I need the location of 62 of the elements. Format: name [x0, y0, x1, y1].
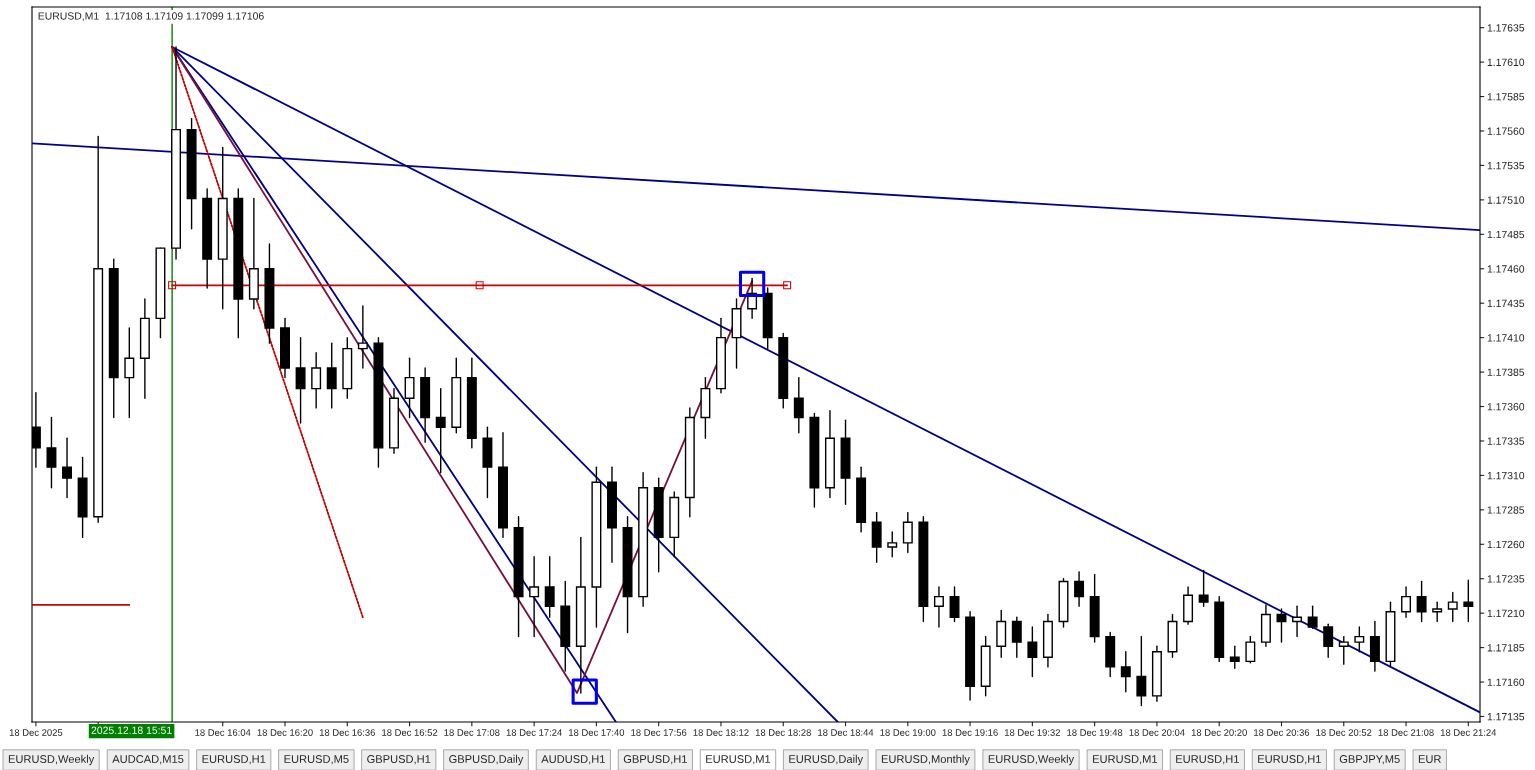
x-tick-label: 18 Dec 20:04: [1129, 729, 1185, 736]
y-tick-label: 1.17535: [1487, 161, 1525, 170]
x-tick-label: 18 Dec 16:36: [319, 729, 375, 736]
text: EURUSD,M1: [706, 755, 771, 765]
text: EURUSD,Weekly: [988, 754, 1075, 766]
x-tick-label: 18 Dec 16:20: [257, 729, 313, 736]
text: EURUSD,H1: [1176, 755, 1239, 765]
text: GBPUSD,H1: [367, 755, 431, 765]
x-tick-label: 18 Dec 17:08: [444, 729, 500, 736]
text: GBPUSD,H1: [623, 755, 687, 765]
text: EURUSD,H1: [202, 755, 266, 765]
y-tick-label: 1.17510: [1487, 196, 1525, 204]
y-tick-label: 1.17310: [1487, 471, 1525, 480]
y-tick-label: 1.17385: [1487, 368, 1525, 376]
y-tick-label: 1.17360: [1487, 403, 1525, 411]
x-tick-label: 18 Dec 16:52: [382, 729, 438, 736]
y-tick-label: 1.17435: [1487, 299, 1525, 308]
x-tick-label: 18 Dec 21:08: [1378, 729, 1434, 736]
text: AUDCAD,M15: [112, 755, 184, 765]
y-tick-label: 1.17285: [1487, 506, 1525, 514]
y-tick-label: 1.17410: [1487, 334, 1525, 342]
text: EURUSD,Daily: [789, 754, 864, 766]
x-tick-label: 18 Dec 19:16: [942, 729, 998, 736]
y-tick-label: 1.17335: [1487, 437, 1525, 445]
y-tick-label: 1.17260: [1487, 540, 1525, 549]
x-tick-label: 18 Dec 2025: [9, 729, 63, 736]
y-tick-label: 1.17635: [1487, 24, 1525, 32]
y-tick-label: 1.17560: [1487, 127, 1525, 135]
x-tick-label: 18 Dec 20:20: [1191, 729, 1247, 736]
x-tick-label: 18 Dec 18:28: [755, 729, 811, 736]
y-tick-label: 1.17485: [1487, 230, 1525, 239]
x-tick-label: 18 Dec 19:32: [1005, 729, 1060, 736]
text: EURUSD,M5: [284, 755, 349, 765]
x-tick-label: 18 Dec 16:04: [195, 729, 251, 736]
x-tick-label: 18 Dec 18:44: [818, 729, 874, 736]
text: GBPJPY,M5: [1339, 755, 1400, 765]
x-tick-label: 18 Dec 17:40: [569, 729, 625, 736]
text: EURUSD,M1: [1093, 755, 1158, 765]
text: EURUSD,Monthly: [881, 754, 970, 766]
x-tick-label: 18 Dec 21:24: [1440, 729, 1497, 736]
y-tick-label: 1.17185: [1487, 644, 1525, 652]
y-tick-label: 1.17135: [1487, 712, 1525, 721]
y-tick-label: 1.17585: [1487, 93, 1525, 101]
x-tick-label: 18 Dec 17:56: [631, 729, 687, 736]
y-tick-label: 1.17160: [1487, 678, 1525, 686]
ref-line-label: 2025.12.18 15:51: [91, 726, 172, 734]
text: EURUSD,Weekly: [8, 754, 95, 766]
x-tick-label: 18 Dec 19:48: [1067, 729, 1123, 736]
x-tick-label: 18 Dec 19:00: [880, 729, 936, 736]
chart-title: EURUSD,M1 1.17108 1.17109 1.17099 1.17106: [38, 12, 264, 21]
text: EUR: [1418, 755, 1441, 763]
text: EURUSD,H1: [1258, 755, 1321, 765]
y-tick-label: 1.17610: [1487, 58, 1525, 66]
x-tick-label: 18 Dec 20:52: [1316, 729, 1372, 736]
x-tick-label: 18 Dec 17:24: [506, 729, 562, 736]
x-tick-label: 18 Dec 20:36: [1254, 729, 1310, 736]
y-tick-label: 1.17460: [1487, 265, 1525, 273]
x-tick-label: 18 Dec 18:12: [693, 729, 749, 736]
text: GBPUSD,Daily: [449, 754, 524, 766]
y-tick-label: 1.17210: [1487, 609, 1525, 618]
text: AUDUSD,H1: [541, 755, 605, 765]
y-tick-label: 1.17235: [1487, 575, 1525, 583]
